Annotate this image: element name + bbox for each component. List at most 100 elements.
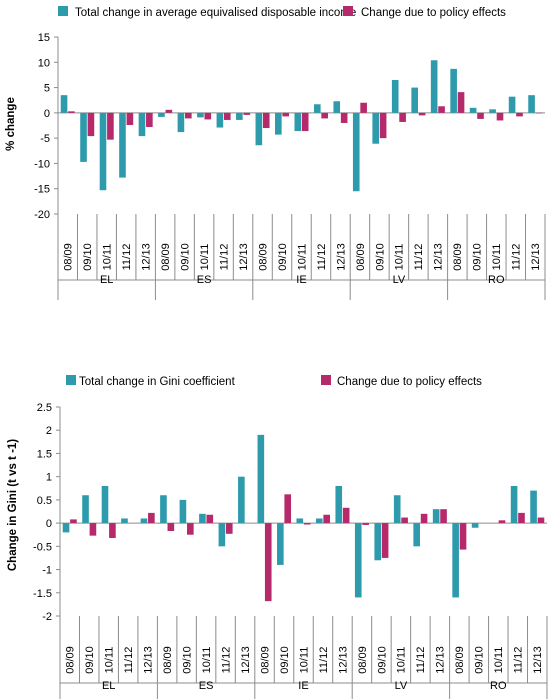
bar-LV-12-13-policy: [440, 509, 447, 524]
bar-EL-11-12-total: [119, 112, 126, 178]
legend-label-2: Change due to policy effects: [361, 7, 506, 19]
chart-panel-2: Total change in Gini coefficient Change d…: [7, 375, 548, 699]
bar-LV-12-13-total: [432, 509, 440, 524]
y-tick-label: 2.5: [37, 402, 52, 414]
legend-swatch-1: [66, 375, 76, 385]
bar-EL-12-13-total: [140, 518, 148, 524]
bar-RO-11-12-policy: [518, 512, 525, 524]
bar-LV-09-10-total: [374, 523, 382, 561]
bar-ES-11-12-policy: [223, 112, 231, 120]
period-label: 09/10: [474, 646, 486, 674]
bar-IE-10-11-policy: [301, 112, 309, 132]
period-label: 10/11: [394, 244, 406, 271]
group-label-ie: IE: [296, 274, 306, 286]
period-label: 10/11: [201, 647, 213, 674]
y-tick-label: 15: [38, 32, 50, 44]
period-label: 10/11: [396, 647, 408, 674]
bar-LV-08-09-policy: [362, 523, 369, 525]
bar-EL-12-13-policy: [148, 512, 155, 524]
bar-IE-10-11-total: [294, 112, 302, 132]
y-tick-label: 0: [46, 518, 52, 530]
bar-IE-12-13-total: [333, 101, 341, 113]
period-label: 12/13: [532, 646, 544, 674]
bar-LV-11-12-total: [413, 523, 420, 547]
bar-ES-09-10-policy: [187, 523, 194, 535]
bar-LV-08-09-total: [352, 112, 360, 192]
bar-LV-11-12-policy: [418, 112, 426, 116]
period-label: 11/12: [413, 244, 425, 271]
bar-LV-08-09-policy: [360, 102, 367, 113]
period-label: 12/13: [337, 646, 349, 674]
bar-LV-09-10-policy: [379, 112, 387, 139]
bar-IE-12-13-policy: [342, 507, 350, 524]
period-label: 12/13: [433, 243, 445, 271]
period-label: 09/10: [279, 646, 291, 674]
bar-ES-10-11-policy: [206, 514, 214, 524]
bar-EL-10-11-policy: [109, 523, 116, 538]
period-label: 10/11: [296, 244, 308, 271]
period-label: 08/09: [452, 243, 464, 271]
group-label-es: ES: [199, 680, 214, 692]
bar-RO-12-13-policy: [535, 112, 543, 114]
y-tick-label: -2: [42, 611, 52, 623]
y-tick-label: -1.5: [33, 588, 52, 600]
bar-RO-08-09-total: [452, 523, 459, 598]
bar-EL-09-10-total: [80, 112, 87, 162]
period-label: 11/12: [121, 244, 133, 271]
bar-EL-10-11-total: [101, 485, 109, 524]
bar-IE-09-10-total: [277, 523, 284, 565]
bar-RO-10-11-total: [489, 109, 496, 113]
bar-EL-08-09-total: [60, 95, 68, 113]
y-tick-label: 0: [44, 108, 50, 120]
y-tick-label: -10: [34, 158, 50, 170]
period-label: 10/11: [491, 244, 503, 271]
bar-ES-09-10-policy: [185, 112, 192, 119]
period-label: 09/10: [472, 243, 484, 271]
legend-swatch-2: [343, 6, 353, 16]
bar-LV-11-12-total: [411, 87, 418, 113]
period-label: 08/09: [257, 243, 269, 271]
bar-ES-10-11-total: [199, 513, 206, 524]
bar-RO-10-11-policy: [496, 112, 504, 121]
period-label: 10/11: [104, 647, 116, 674]
bar-LV-08-09-total: [354, 523, 362, 598]
bar-LV-09-10-policy: [381, 523, 389, 558]
bar-LV-10-11-policy: [401, 517, 408, 524]
bar-RO-11-12-total: [510, 485, 518, 524]
bar-IE-11-12-policy: [323, 514, 330, 524]
bar-LV-12-13-policy: [438, 106, 445, 113]
group-label-el: EL: [102, 680, 115, 692]
bar-RO-09-10-policy: [477, 112, 484, 119]
bar-ES-12-13-policy: [243, 112, 251, 115]
period-label: 08/09: [454, 646, 466, 674]
period-label: 09/10: [84, 646, 96, 674]
bar-ES-12-13-total: [238, 476, 245, 524]
bar-LV-11-12-policy: [420, 513, 428, 524]
bar-IE-08-09-total: [255, 112, 263, 146]
period-label: 11/12: [415, 647, 427, 674]
bar-EL-08-09-policy: [70, 519, 77, 524]
legend-label-1: Total change in average equivalised disp…: [75, 7, 356, 19]
period-label: 09/10: [181, 646, 193, 674]
legend-swatch-2: [321, 375, 331, 385]
period-label: 09/10: [376, 646, 388, 674]
bar-IE-11-12-total: [313, 104, 321, 113]
y-tick-label: 2: [46, 425, 52, 437]
bar-RO-12-13-policy: [537, 517, 545, 524]
y-axis-title: Change in Gini (t vs t -1): [7, 439, 19, 571]
period-label: 11/12: [513, 647, 525, 674]
legend-label-1: Total change in Gini coefficient: [79, 376, 236, 388]
bar-ES-10-11-total: [197, 112, 204, 118]
y-tick-label: -1: [42, 565, 52, 577]
period-label: 08/09: [65, 646, 77, 674]
bar-EL-10-11-total: [99, 112, 107, 191]
period-label: 11/12: [511, 244, 523, 271]
bar-RO-08-09-policy: [459, 523, 467, 550]
bar-LV-10-11-total: [393, 495, 401, 524]
bar-IE-10-11-policy: [303, 523, 311, 525]
group-label-ie: IE: [298, 680, 308, 692]
bar-EL-08-09-policy: [68, 111, 75, 113]
bar-IE-08-09-policy: [264, 523, 272, 602]
period-label: 10/11: [102, 244, 114, 271]
bar-RO-09-10-total: [471, 523, 479, 528]
